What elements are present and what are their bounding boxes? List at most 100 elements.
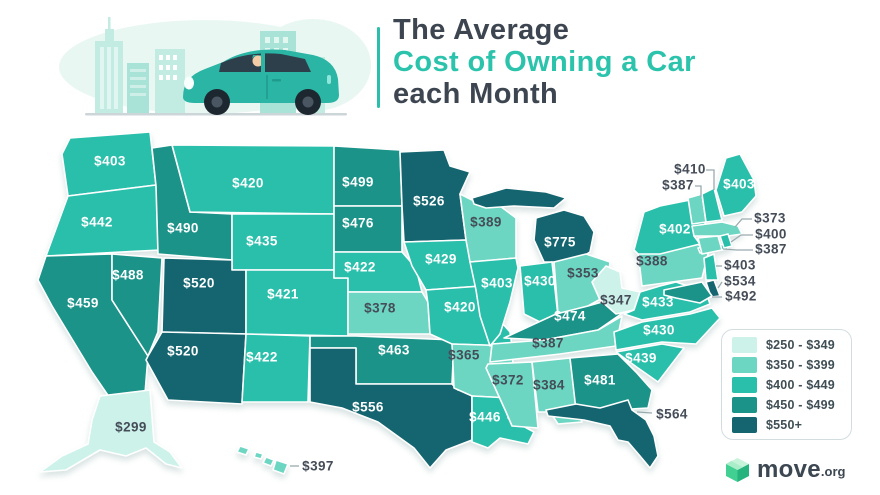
state-nv (111, 253, 163, 357)
callout-line-fl (636, 411, 653, 414)
value-label-wa: $403 (94, 154, 126, 169)
value-label-or: $442 (81, 215, 113, 230)
state-sc (615, 343, 685, 383)
state-ut (161, 257, 247, 335)
state-ri (719, 233, 733, 249)
value-label-mt: $420 (232, 176, 264, 191)
value-label-me: $403 (723, 177, 755, 192)
state-co (245, 269, 349, 337)
legend-label-3: $450 - $499 (766, 397, 835, 412)
value-label-nc: $430 (643, 323, 675, 338)
legend-swatch-2 (732, 376, 757, 393)
legend-label-0: $250 - $349 (766, 337, 835, 352)
legend-row-4: $550+ (732, 416, 851, 433)
title-line-1: The Average (393, 14, 570, 46)
value-label-ny: $402 (659, 222, 691, 237)
value-label-pa: $388 (636, 254, 668, 269)
state-hi (236, 445, 289, 475)
value-label-ms: $372 (492, 373, 524, 388)
legend-swatch-4 (732, 416, 757, 433)
callout-line-ma (734, 218, 752, 228)
value-label-co: $421 (267, 287, 299, 302)
state-nm (241, 333, 311, 403)
value-label-nd: $499 (342, 175, 374, 190)
state-nh (701, 187, 723, 223)
value-label-az: $520 (167, 344, 199, 359)
value-label-fl: $564 (656, 407, 688, 422)
value-label-ok: $463 (378, 343, 410, 358)
value-label-de: $534 (724, 274, 756, 289)
legend-swatch-3 (732, 396, 757, 413)
value-label-ga: $481 (584, 373, 616, 388)
state-mi (471, 187, 595, 263)
state-nc (613, 307, 721, 351)
legend-label-4: $550+ (766, 417, 803, 432)
title-line-2: Cost of Owning a Car (393, 46, 696, 78)
value-label-ia: $429 (425, 252, 457, 267)
value-label-wv: $347 (600, 293, 632, 308)
move-box-icon (726, 458, 749, 482)
state-nj (703, 253, 719, 281)
value-label-ky: $474 (554, 309, 586, 324)
value-label-ks: $378 (364, 301, 396, 316)
logo-brand-text: move (757, 456, 821, 483)
state-tx (309, 347, 473, 469)
value-label-ct: $387 (755, 242, 787, 257)
value-label-ne: $422 (344, 260, 376, 275)
legend-row-0: $250 - $349 (732, 336, 851, 353)
state-in (519, 261, 559, 323)
callout-line-ri (730, 234, 753, 243)
value-label-al: $384 (533, 378, 565, 393)
value-label-ak: $299 (115, 420, 147, 435)
legend-label-1: $350 - $399 (766, 357, 835, 372)
legend-label-2: $400 - $449 (766, 377, 835, 392)
header-illustration (59, 17, 371, 116)
logo-suffix-text: .org (820, 464, 846, 479)
value-label-mo: $420 (444, 300, 476, 315)
value-label-nj: $403 (724, 258, 756, 273)
state-ak (39, 389, 183, 473)
value-label-mi: $775 (544, 235, 576, 250)
legend-row-3: $450 - $499 (732, 396, 851, 413)
brand-logo: move .org (724, 456, 845, 483)
value-label-wi: $389 (470, 215, 502, 230)
value-label-ar: $365 (448, 348, 480, 363)
value-label-sc: $439 (625, 351, 657, 366)
value-label-nm: $422 (246, 350, 278, 365)
value-label-ca: $459 (67, 296, 99, 311)
legend-row-2: $400 - $449 (732, 376, 851, 393)
value-label-sd: $476 (342, 216, 374, 231)
value-label-nv: $488 (112, 268, 144, 283)
legend: $250 - $349 $350 - $399 $400 - $449 $450 - … (721, 329, 852, 440)
value-label-nh: $410 (674, 162, 706, 177)
state-me (715, 153, 757, 217)
page-title: The Average Cost of Owning a Car each Mo… (393, 14, 696, 110)
value-label-la: $446 (469, 410, 501, 425)
value-label-ri: $400 (755, 227, 787, 242)
value-label-ut: $520 (183, 276, 215, 291)
legend-swatch-1 (732, 356, 757, 373)
value-label-tn: $387 (532, 336, 564, 351)
callout-line-de (717, 281, 723, 289)
value-label-hi: $397 (302, 459, 334, 474)
value-label-vt: $387 (662, 178, 694, 193)
callout-line-vt (695, 185, 702, 197)
state-md (663, 281, 713, 304)
state-ma (691, 221, 743, 237)
value-label-oh: $353 (567, 266, 599, 281)
legend-swatch-0 (732, 336, 757, 353)
state-fl (545, 399, 659, 469)
title-line-3: each Month (393, 78, 559, 110)
value-label-wy: $435 (246, 234, 278, 249)
state-il (469, 257, 519, 347)
value-label-id: $490 (167, 221, 199, 236)
value-label-mn: $526 (413, 194, 445, 209)
state-shapes (37, 131, 757, 475)
value-label-il: $403 (481, 276, 513, 291)
value-label-in: $430 (524, 274, 556, 289)
callout-line-nh (706, 169, 715, 190)
value-label-tx: $556 (352, 400, 384, 415)
callout-line-ct (722, 248, 753, 251)
